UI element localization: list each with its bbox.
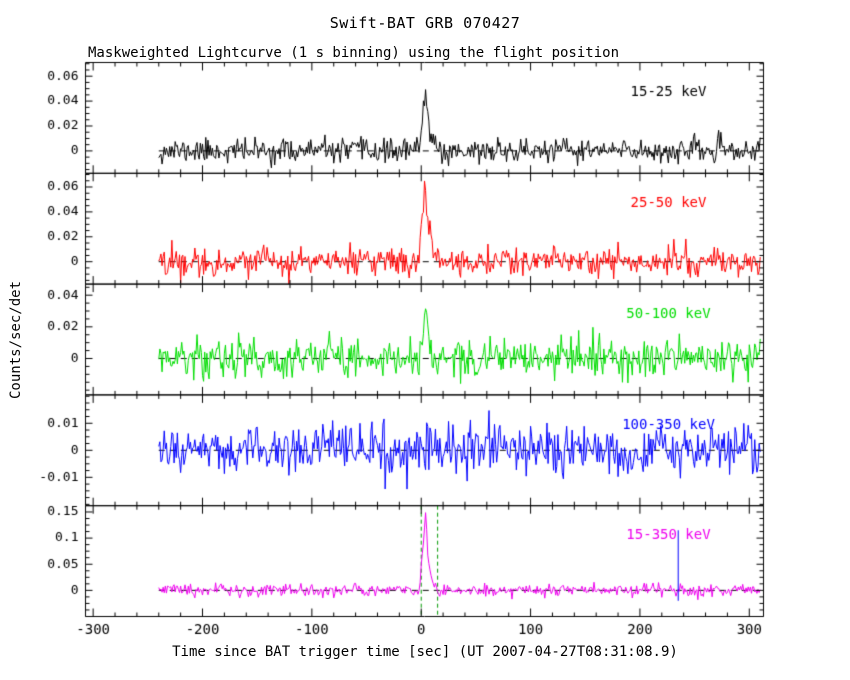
y-axis-label: Counts/sec/det	[8, 280, 24, 400]
chart-title: Swift-BAT GRB 070427	[329, 14, 521, 32]
x-axis-label: Time since BAT trigger time [sec] (UT 20…	[172, 644, 678, 660]
chart-subtitle: Maskweighted Lightcurve (1 s binning) us…	[88, 45, 620, 61]
